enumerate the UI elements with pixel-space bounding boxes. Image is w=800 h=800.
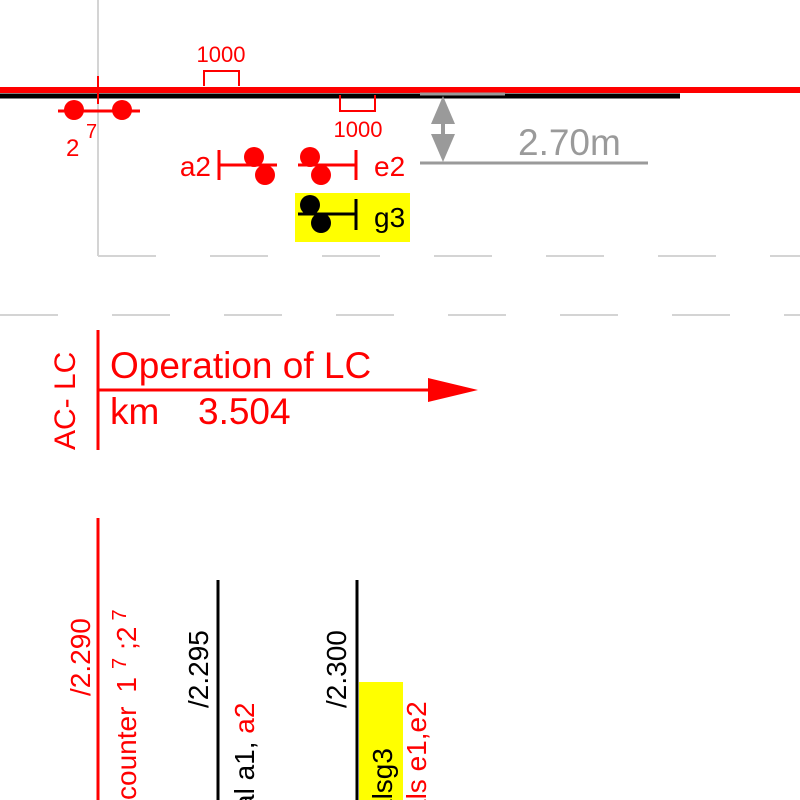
signal-e2: e2 — [298, 147, 405, 185]
clearance-dimension: 2.70m — [420, 92, 648, 165]
signal-a2-label: a2 — [180, 151, 211, 182]
signal-pair-left-superscript: 7 — [86, 121, 97, 143]
bottom-table: /2.290 counter17;27 /2.295 al a1, a2 /2.… — [65, 518, 432, 800]
signal-pair-left: 2 7 — [58, 100, 140, 162]
table-col2-km: /2.295 — [183, 630, 214, 708]
table-col1-entry: counter17;27 — [109, 609, 142, 800]
signal-lamp — [300, 195, 320, 215]
dimension-bracket-right — [339, 95, 376, 112]
signal-lamp — [112, 100, 132, 120]
cut-off-label: 000 — [348, 0, 385, 1]
lc-side-label: AC- LC — [49, 352, 82, 450]
table-col2-entry: al a1, a2 — [229, 703, 260, 800]
signal-lamp — [311, 213, 331, 233]
dimension-marker-left: 1000 — [197, 42, 246, 86]
signal-a2: a2 — [180, 147, 277, 185]
lc-km-label: km — [110, 391, 159, 432]
lc-km-value: 3.504 — [198, 391, 291, 432]
signal-pair-left-label: 2 — [66, 135, 79, 162]
clearance-label: 2.70m — [518, 122, 621, 163]
dimension-marker-right: 1000 — [334, 95, 383, 142]
signal-g3: g3 — [295, 193, 410, 242]
clearance-arrow-up-icon — [431, 96, 455, 124]
clearance-arrow-down-icon — [431, 134, 455, 162]
dimension-bracket-left — [203, 70, 240, 86]
dimension-label-right: 1000 — [334, 117, 383, 142]
signal-e2-label: e2 — [374, 151, 405, 182]
drawing-frame: 000 — [0, 0, 800, 316]
signal-g3-label: g3 — [374, 202, 405, 233]
lc-arrow-head-icon — [428, 378, 478, 402]
signal-lamp — [64, 100, 84, 120]
track — [0, 76, 800, 104]
signal-lamp — [244, 147, 264, 167]
signal-lamp — [255, 165, 275, 185]
dimension-label-left: 1000 — [197, 42, 246, 67]
level-crossing-operation: AC- LC Operation of LC km 3.504 — [49, 330, 478, 450]
table-col3-entry-red: als e1,e2 — [401, 701, 432, 800]
lc-title: Operation of LC — [110, 345, 371, 386]
signal-lamp — [300, 147, 320, 167]
signal-lamp — [311, 165, 331, 185]
table-col3-highlight — [359, 682, 403, 800]
table-col3-entry-black: alsg3 — [367, 748, 398, 800]
table-col3-km: /2.300 — [321, 630, 352, 708]
table-col1-km: /2.290 — [65, 618, 96, 696]
